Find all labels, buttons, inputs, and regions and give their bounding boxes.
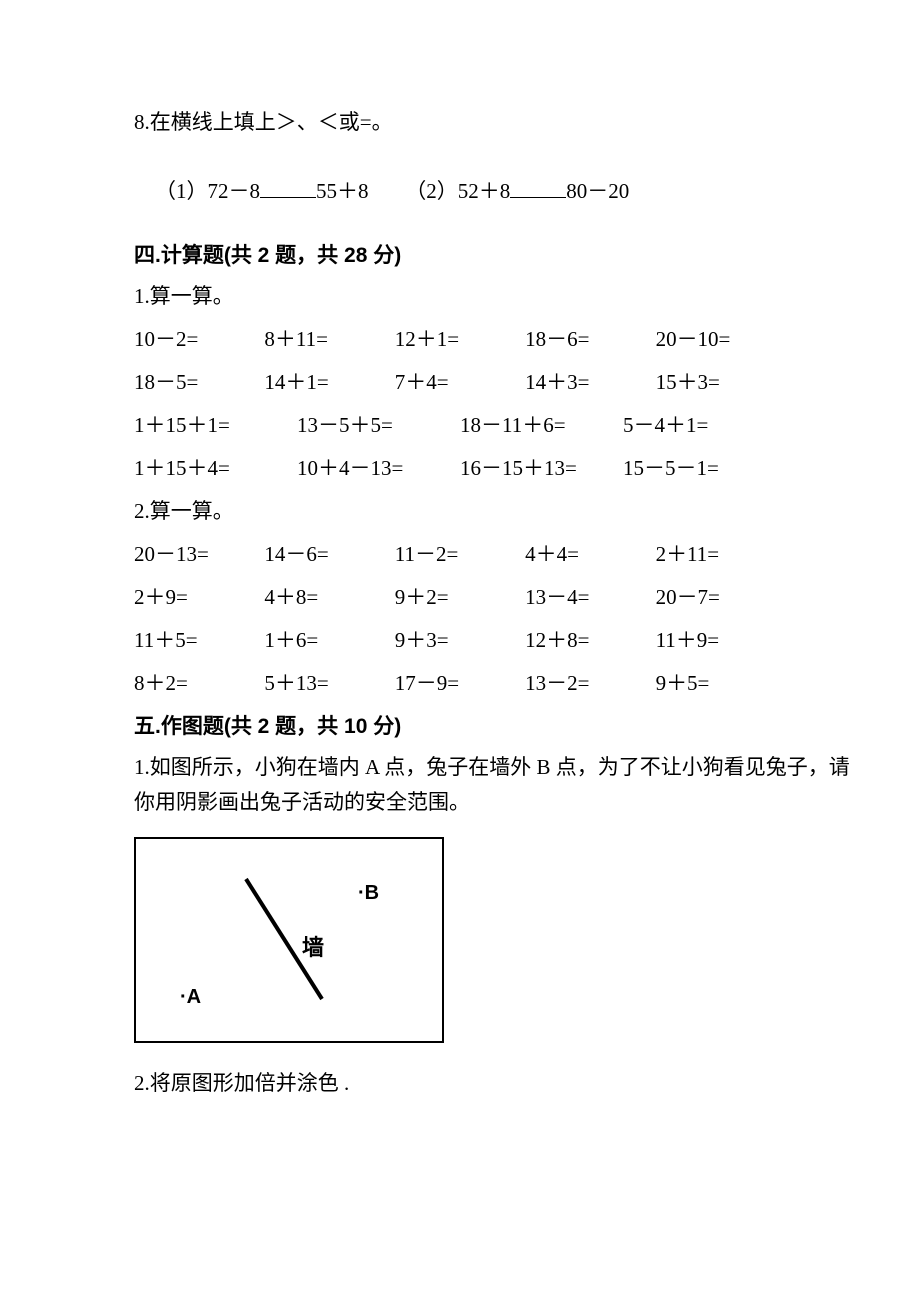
- q8-blank-2[interactable]: [510, 176, 566, 198]
- calc-cell: 4＋8=: [264, 587, 394, 608]
- calc-cell: 2＋11=: [656, 544, 786, 565]
- q8-gap: [369, 179, 406, 203]
- calc-cell: 15－5－1=: [623, 458, 786, 479]
- q8-part1-right: 55＋8: [316, 179, 369, 203]
- calc-cell: 1＋6=: [264, 630, 394, 651]
- s4-q2-row-0: 20－13= 14－6= 11－2= 4＋4= 2＋11=: [134, 544, 786, 565]
- section-4-heading: 四.计算题(共 2 题，共 28 分): [134, 245, 786, 266]
- q8-part2-left: （2）52＋8: [405, 179, 510, 203]
- q8-part1-left: （1）72－8: [155, 179, 260, 203]
- calc-cell: 18－5=: [134, 372, 264, 393]
- s4-q2-row-2: 11＋5= 1＋6= 9＋3= 12＋8= 11＋9=: [134, 630, 786, 651]
- calc-cell: 10＋4－13=: [297, 458, 460, 479]
- calc-cell: 8＋11=: [264, 329, 394, 350]
- calc-cell: 12＋8=: [525, 630, 655, 651]
- calc-cell: 7＋4=: [395, 372, 525, 393]
- calc-cell: 13－4=: [525, 587, 655, 608]
- calc-cell: 18－11＋6=: [460, 415, 623, 436]
- s4-q1-row5-1: 18－5= 14＋1= 7＋4= 14＋3= 15＋3=: [134, 372, 786, 393]
- calc-cell: 4＋4=: [525, 544, 655, 565]
- q8-prompt: 8.在横线上填上＞、＜或=。: [134, 112, 786, 133]
- s4-q2-row-1: 2＋9= 4＋8= 9＋2= 13－4= 20－7=: [134, 587, 786, 608]
- q8-blank-1[interactable]: [260, 176, 316, 198]
- s5-q1-figure-wrap: ·A ·B 墙: [134, 837, 786, 1043]
- calc-cell: 14＋3=: [525, 372, 655, 393]
- calc-cell: 12＋1=: [395, 329, 525, 350]
- wall-label: 墙: [302, 937, 324, 959]
- s4-q2-title: 2.算一算。: [134, 501, 786, 522]
- calc-cell: 20－7=: [656, 587, 786, 608]
- point-a-label: ·A: [180, 987, 201, 1007]
- calc-cell: 13－5＋5=: [297, 415, 460, 436]
- s5-q1-line2: 你用阴影画出兔子活动的安全范围。: [134, 792, 786, 813]
- calc-cell: 1＋15＋1=: [134, 415, 297, 436]
- page: 8.在横线上填上＞、＜或=。 （1）72－855＋8 （2）52＋880－20 …: [0, 0, 920, 1302]
- s4-q1-row4-0: 1＋15＋1= 13－5＋5= 18－11＋6= 5－4＋1=: [134, 415, 786, 436]
- s5-q1-figure: ·A ·B 墙: [134, 837, 444, 1043]
- s4-q2-row-3: 8＋2= 5＋13= 17－9= 13－2= 9＋5=: [134, 673, 786, 694]
- calc-cell: 17－9=: [395, 673, 525, 694]
- calc-cell: 20－10=: [656, 329, 786, 350]
- calc-cell: 10－2=: [134, 329, 264, 350]
- calc-cell: 20－13=: [134, 544, 264, 565]
- calc-cell: 8＋2=: [134, 673, 264, 694]
- s4-q1-row5-0: 10－2= 8＋11= 12＋1= 18－6= 20－10=: [134, 329, 786, 350]
- section-5-heading: 五.作图题(共 2 题，共 10 分): [134, 716, 786, 737]
- calc-cell: 15＋3=: [656, 372, 786, 393]
- q8-items: （1）72－8 55＋8 （2）52＋8 80－20: [134, 155, 786, 223]
- calc-cell: 14－6=: [264, 544, 394, 565]
- calc-cell: 2＋9=: [134, 587, 264, 608]
- calc-cell: 5＋13=: [264, 673, 394, 694]
- calc-cell: 11＋5=: [134, 630, 264, 651]
- calc-cell: 9＋2=: [395, 587, 525, 608]
- s4-q1-row4-1: 1＋15＋4= 10＋4－13= 16－15＋13= 15－5－1=: [134, 458, 786, 479]
- point-b-label: ·B: [358, 883, 379, 903]
- calc-cell: 18－6=: [525, 329, 655, 350]
- calc-cell: 9＋3=: [395, 630, 525, 651]
- s5-q1-line1: 1.如图所示，小狗在墙内 A 点，兔子在墙外 B 点，为了不让小狗看见兔子，请: [134, 757, 786, 778]
- calc-cell: 14＋1=: [264, 372, 394, 393]
- calc-cell: 11－2=: [395, 544, 525, 565]
- calc-cell: 13－2=: [525, 673, 655, 694]
- s5-q2: 2.将原图形加倍并涂色 .: [134, 1073, 786, 1094]
- calc-cell: 5－4＋1=: [623, 415, 786, 436]
- calc-cell: 16－15＋13=: [460, 458, 623, 479]
- calc-cell: 11＋9=: [656, 630, 786, 651]
- calc-cell: 1＋15＋4=: [134, 458, 297, 479]
- q8-part2-right: 80－20: [566, 179, 629, 203]
- wall-line: [136, 839, 442, 1041]
- s4-q1-title: 1.算一算。: [134, 286, 786, 307]
- calc-cell: 9＋5=: [656, 673, 786, 694]
